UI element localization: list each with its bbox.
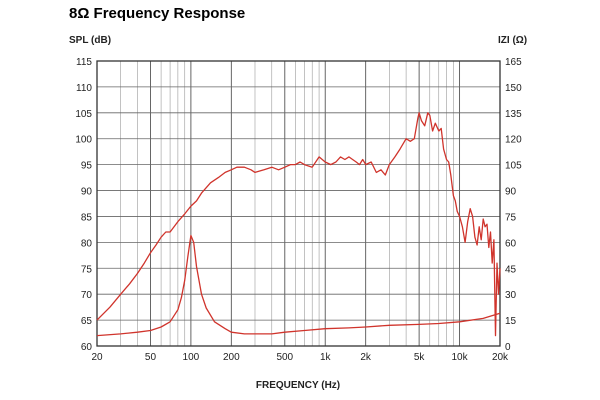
y-right-tick-label: 60 (505, 238, 517, 249)
y-left-tick-label: 115 (76, 57, 92, 68)
y-axis-left-title: SPL (dB) (69, 35, 111, 46)
y-right-tick-label: 15 (505, 316, 517, 327)
y-axis-right-title: IZI (Ω) (498, 35, 527, 46)
spl-series-line (96, 112, 501, 337)
y-right-tick-label: 150 (505, 83, 522, 94)
y-right-tick-label: 120 (505, 135, 522, 146)
y-left-tick-label: 75 (81, 264, 93, 275)
x-tick-label: 20k (492, 352, 509, 363)
chart-grid (97, 61, 500, 346)
x-tick-label: 500 (276, 352, 293, 363)
x-tick-label: 5k (414, 352, 426, 363)
plot-frame (96, 60, 501, 347)
y-left-tick-label: 60 (81, 342, 93, 353)
x-tick-label: 100 (183, 352, 200, 363)
y-right-tick-label: 90 (505, 187, 517, 198)
y-left-tick-label: 100 (75, 135, 92, 146)
y-left-tick-label: 70 (81, 290, 93, 301)
y-left-tick-label: 105 (75, 109, 92, 120)
x-tick-label: 1k (320, 352, 332, 363)
y-right-tick-label: 75 (505, 212, 517, 223)
y-right-tick-label: 45 (505, 264, 517, 275)
x-tick-label: 20 (91, 352, 103, 363)
y-left-tick-label: 90 (81, 187, 93, 198)
series-layer (96, 112, 501, 337)
x-tick-label: 200 (223, 352, 240, 363)
y-right-tick-label: 105 (505, 161, 522, 172)
y-right-tick-label: 165 (505, 57, 522, 68)
x-tick-label: 50 (145, 352, 157, 363)
chart-title: 8Ω Frequency Response (69, 5, 246, 22)
tick-labels: 20 50 100 200 500 1k 2k 5k 10k 20k 115 110 105 100 95 9… (75, 57, 522, 363)
y-right-tick-label: 0 (505, 342, 511, 353)
y-right-tick-label: 135 (505, 109, 522, 120)
y-left-tick-label: 95 (81, 161, 93, 172)
y-right-tick-label: 30 (505, 290, 517, 301)
x-axis-title: FREQUENCY (Hz) (256, 380, 340, 391)
y-left-tick-label: 85 (81, 212, 93, 223)
x-tick-label: 10k (451, 352, 468, 363)
y-left-tick-label: 65 (81, 316, 93, 327)
x-tick-label: 2k (360, 352, 372, 363)
y-left-tick-label: 80 (81, 238, 93, 249)
impedance-series-line (96, 234, 501, 337)
y-left-tick-label: 110 (76, 83, 92, 94)
